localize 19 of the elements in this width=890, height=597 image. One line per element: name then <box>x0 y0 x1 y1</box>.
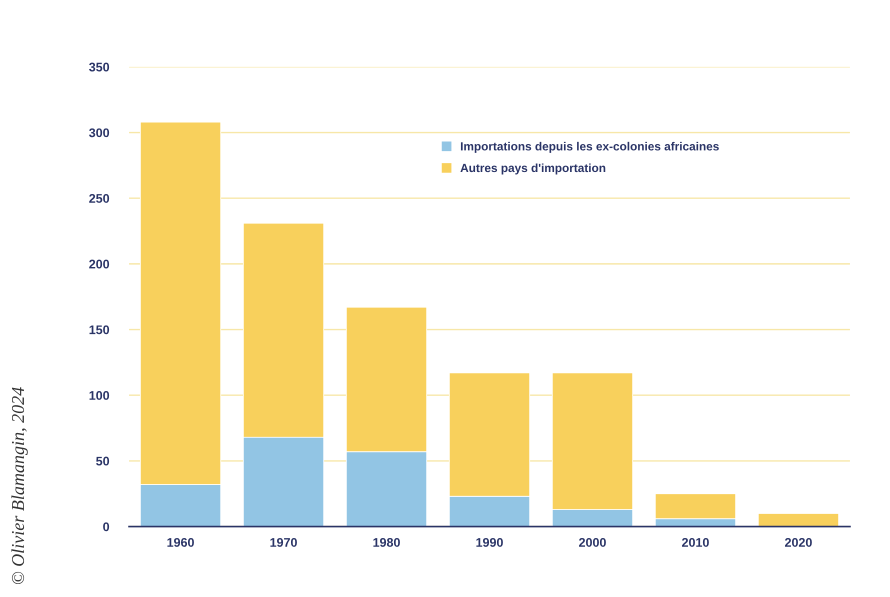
x-tick-label: 1970 <box>270 538 297 547</box>
legend-label: Importations depuis les ex-colonies africaines <box>460 142 719 153</box>
bar <box>758 513 840 527</box>
y-tick-label: 0 <box>103 522 110 532</box>
text: © Olivier Blamangin, 2024 <box>11 387 28 584</box>
x-tick-label: 2000 <box>579 538 606 547</box>
x-tick-label: 1990 <box>476 538 503 547</box>
y-tick-label: 100 <box>90 391 110 400</box>
x-tick-label: 2010 <box>682 538 709 547</box>
y-tick-label: 250 <box>89 194 110 203</box>
y-tick-label: 200 <box>89 260 110 269</box>
y-tick-label: 300 <box>89 128 110 138</box>
y-tick-label: 50 <box>96 456 110 466</box>
x-tick-label: 2020 <box>784 538 812 547</box>
legend-label: Autres pays d'importation <box>460 163 606 174</box>
y-tick-label: 150 <box>90 325 110 334</box>
x-tick-label: 1960 <box>167 538 194 547</box>
y-tick-label: 350 <box>89 62 110 72</box>
x-tick-label: 1980 <box>373 538 400 547</box>
